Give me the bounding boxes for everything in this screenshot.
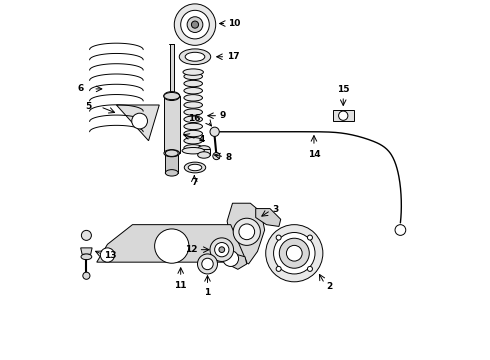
Polygon shape (256, 208, 281, 226)
Circle shape (202, 258, 213, 270)
Ellipse shape (184, 95, 202, 101)
Circle shape (276, 266, 281, 271)
Circle shape (187, 17, 203, 32)
Ellipse shape (184, 123, 202, 130)
Circle shape (339, 111, 348, 120)
Circle shape (132, 113, 147, 129)
Circle shape (276, 235, 281, 240)
Text: 6: 6 (77, 84, 84, 93)
Ellipse shape (164, 91, 180, 100)
Ellipse shape (188, 164, 202, 171)
Text: 17: 17 (227, 52, 240, 61)
Ellipse shape (184, 145, 202, 151)
Text: 12: 12 (185, 245, 197, 254)
Circle shape (395, 225, 406, 235)
Ellipse shape (184, 109, 202, 115)
Circle shape (181, 10, 209, 39)
Ellipse shape (184, 87, 202, 94)
Circle shape (233, 218, 260, 246)
Circle shape (83, 272, 90, 279)
Circle shape (239, 224, 255, 240)
Circle shape (279, 238, 309, 268)
Circle shape (266, 225, 323, 282)
Ellipse shape (184, 73, 202, 80)
Text: 5: 5 (85, 102, 92, 111)
Ellipse shape (184, 80, 202, 87)
Circle shape (81, 230, 92, 240)
Bar (333, 111, 354, 121)
Circle shape (174, 4, 216, 45)
Circle shape (213, 153, 220, 159)
Polygon shape (227, 203, 265, 264)
Ellipse shape (182, 148, 204, 154)
Ellipse shape (197, 146, 210, 152)
Bar (170, 44, 174, 96)
Ellipse shape (179, 49, 211, 64)
Text: 8: 8 (226, 153, 232, 162)
Ellipse shape (184, 130, 202, 137)
Ellipse shape (197, 152, 210, 158)
Circle shape (210, 127, 220, 136)
Text: 16: 16 (188, 114, 200, 123)
Circle shape (307, 266, 313, 271)
Text: 7: 7 (191, 178, 197, 187)
Ellipse shape (184, 138, 202, 144)
Polygon shape (225, 253, 247, 269)
Text: 13: 13 (104, 251, 117, 260)
Circle shape (223, 251, 239, 266)
Text: 9: 9 (220, 111, 226, 120)
Circle shape (197, 254, 218, 274)
Text: 3: 3 (273, 205, 279, 214)
Polygon shape (117, 105, 159, 141)
Ellipse shape (165, 170, 178, 176)
Ellipse shape (81, 254, 92, 260)
Bar (164, 96, 180, 153)
Polygon shape (81, 248, 92, 254)
Bar (165, 153, 178, 173)
Ellipse shape (183, 69, 203, 75)
Ellipse shape (164, 150, 180, 157)
Ellipse shape (184, 116, 202, 122)
Ellipse shape (185, 52, 205, 61)
Ellipse shape (165, 150, 178, 157)
Ellipse shape (184, 102, 202, 108)
Ellipse shape (184, 162, 206, 173)
Text: 14: 14 (308, 150, 320, 159)
Text: 4: 4 (198, 135, 205, 144)
Text: 10: 10 (228, 19, 240, 28)
Circle shape (307, 235, 313, 240)
Circle shape (155, 229, 189, 263)
Circle shape (219, 247, 224, 252)
Circle shape (287, 246, 302, 261)
Text: 1: 1 (204, 288, 211, 297)
Circle shape (215, 243, 229, 257)
Text: 15: 15 (337, 85, 349, 94)
Circle shape (210, 238, 234, 261)
Circle shape (192, 21, 198, 28)
Ellipse shape (164, 93, 180, 100)
Circle shape (273, 233, 315, 274)
Text: 11: 11 (174, 281, 187, 290)
Polygon shape (97, 225, 247, 262)
Text: 2: 2 (326, 282, 333, 291)
Circle shape (100, 248, 115, 262)
Bar (197, 149, 210, 155)
